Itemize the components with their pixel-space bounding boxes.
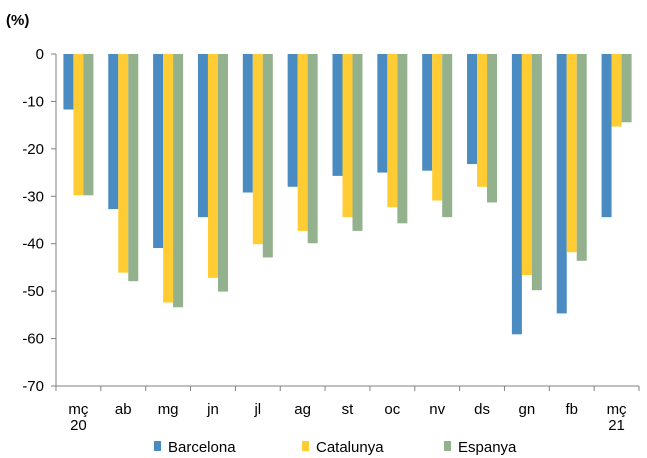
bar-barcelona — [467, 54, 478, 165]
bar-espanya — [487, 54, 498, 203]
legend-label-barcelona: Barcelona — [168, 439, 236, 456]
bar-catalunya — [566, 54, 577, 253]
bar-barcelona — [511, 54, 522, 335]
legend-label-espanya: Espanya — [458, 439, 517, 456]
bar-barcelona — [556, 54, 567, 314]
bar-espanya — [307, 54, 318, 244]
y-tick-label: -30 — [22, 188, 44, 205]
x-category-label: jl — [253, 401, 261, 418]
x-category-label: mç — [607, 401, 627, 418]
bar-espanya — [83, 54, 94, 196]
y-tick-label: -70 — [22, 378, 44, 395]
bar-barcelona — [422, 54, 433, 171]
x-category-label: ab — [115, 401, 132, 418]
bar-catalunya — [73, 54, 84, 196]
bar-catalunya — [477, 54, 488, 187]
x-category-label: nv — [429, 401, 445, 418]
axes — [55, 54, 640, 391]
x-category-label: gn — [519, 401, 536, 418]
x-category-label: 20 — [70, 417, 87, 434]
x-category-label: jn — [206, 401, 219, 418]
bar-espanya — [217, 54, 228, 292]
x-category-label: mç — [68, 401, 88, 418]
bar-espanya — [397, 54, 408, 224]
bar-barcelona — [287, 54, 298, 187]
legend-swatch-catalunya — [302, 441, 309, 451]
y-tick-label: -60 — [22, 331, 44, 348]
bar-catalunya — [207, 54, 218, 278]
y-tick-label: -10 — [22, 93, 44, 110]
x-category-label: oc — [384, 401, 400, 418]
bar-barcelona — [332, 54, 343, 176]
bar-espanya — [262, 54, 273, 258]
bar-catalunya — [521, 54, 532, 276]
bar-barcelona — [242, 54, 253, 193]
bar-catalunya — [297, 54, 308, 231]
x-category-label: st — [342, 401, 355, 418]
x-category-label: ds — [474, 401, 490, 418]
legend-label-catalunya: Catalunya — [316, 439, 384, 456]
bar-catalunya — [387, 54, 398, 208]
bar-catalunya — [611, 54, 622, 127]
y-tick-label: -20 — [22, 141, 44, 158]
legend-swatch-espanya — [444, 441, 451, 451]
bar-catalunya — [163, 54, 174, 303]
legend: Barcelona Catalunya Espanya — [154, 439, 517, 456]
bar-barcelona — [377, 54, 388, 173]
bar-espanya — [576, 54, 587, 261]
bar-catalunya — [342, 54, 353, 218]
y-tick-label: -40 — [22, 236, 44, 253]
bar-espanya — [128, 54, 139, 282]
bar-barcelona — [108, 54, 119, 210]
y-tick-label: 0 — [36, 46, 44, 63]
y-unit-label: (%) — [6, 12, 29, 29]
y-axis-ticks: 0 -10 -20 -30 -40 -50 -60 -70 — [22, 46, 56, 395]
bars — [63, 54, 632, 335]
bar-espanya — [173, 54, 184, 308]
bar-barcelona — [63, 54, 74, 110]
bar-catalunya — [252, 54, 263, 245]
x-category-label: 21 — [608, 417, 625, 434]
bar-catalunya — [432, 54, 443, 201]
y-tick-label: -50 — [22, 283, 44, 300]
bar-espanya — [621, 54, 632, 123]
bar-espanya — [352, 54, 363, 231]
x-category-label: mg — [158, 401, 179, 418]
legend-swatch-barcelona — [154, 441, 161, 451]
x-category-label: fb — [565, 401, 578, 418]
x-category-label: ag — [294, 401, 311, 418]
bar-espanya — [531, 54, 542, 291]
bar-catalunya — [118, 54, 129, 273]
bar-barcelona — [197, 54, 208, 218]
bar-barcelona — [601, 54, 612, 218]
bar-espanya — [442, 54, 453, 218]
bar-barcelona — [153, 54, 164, 248]
